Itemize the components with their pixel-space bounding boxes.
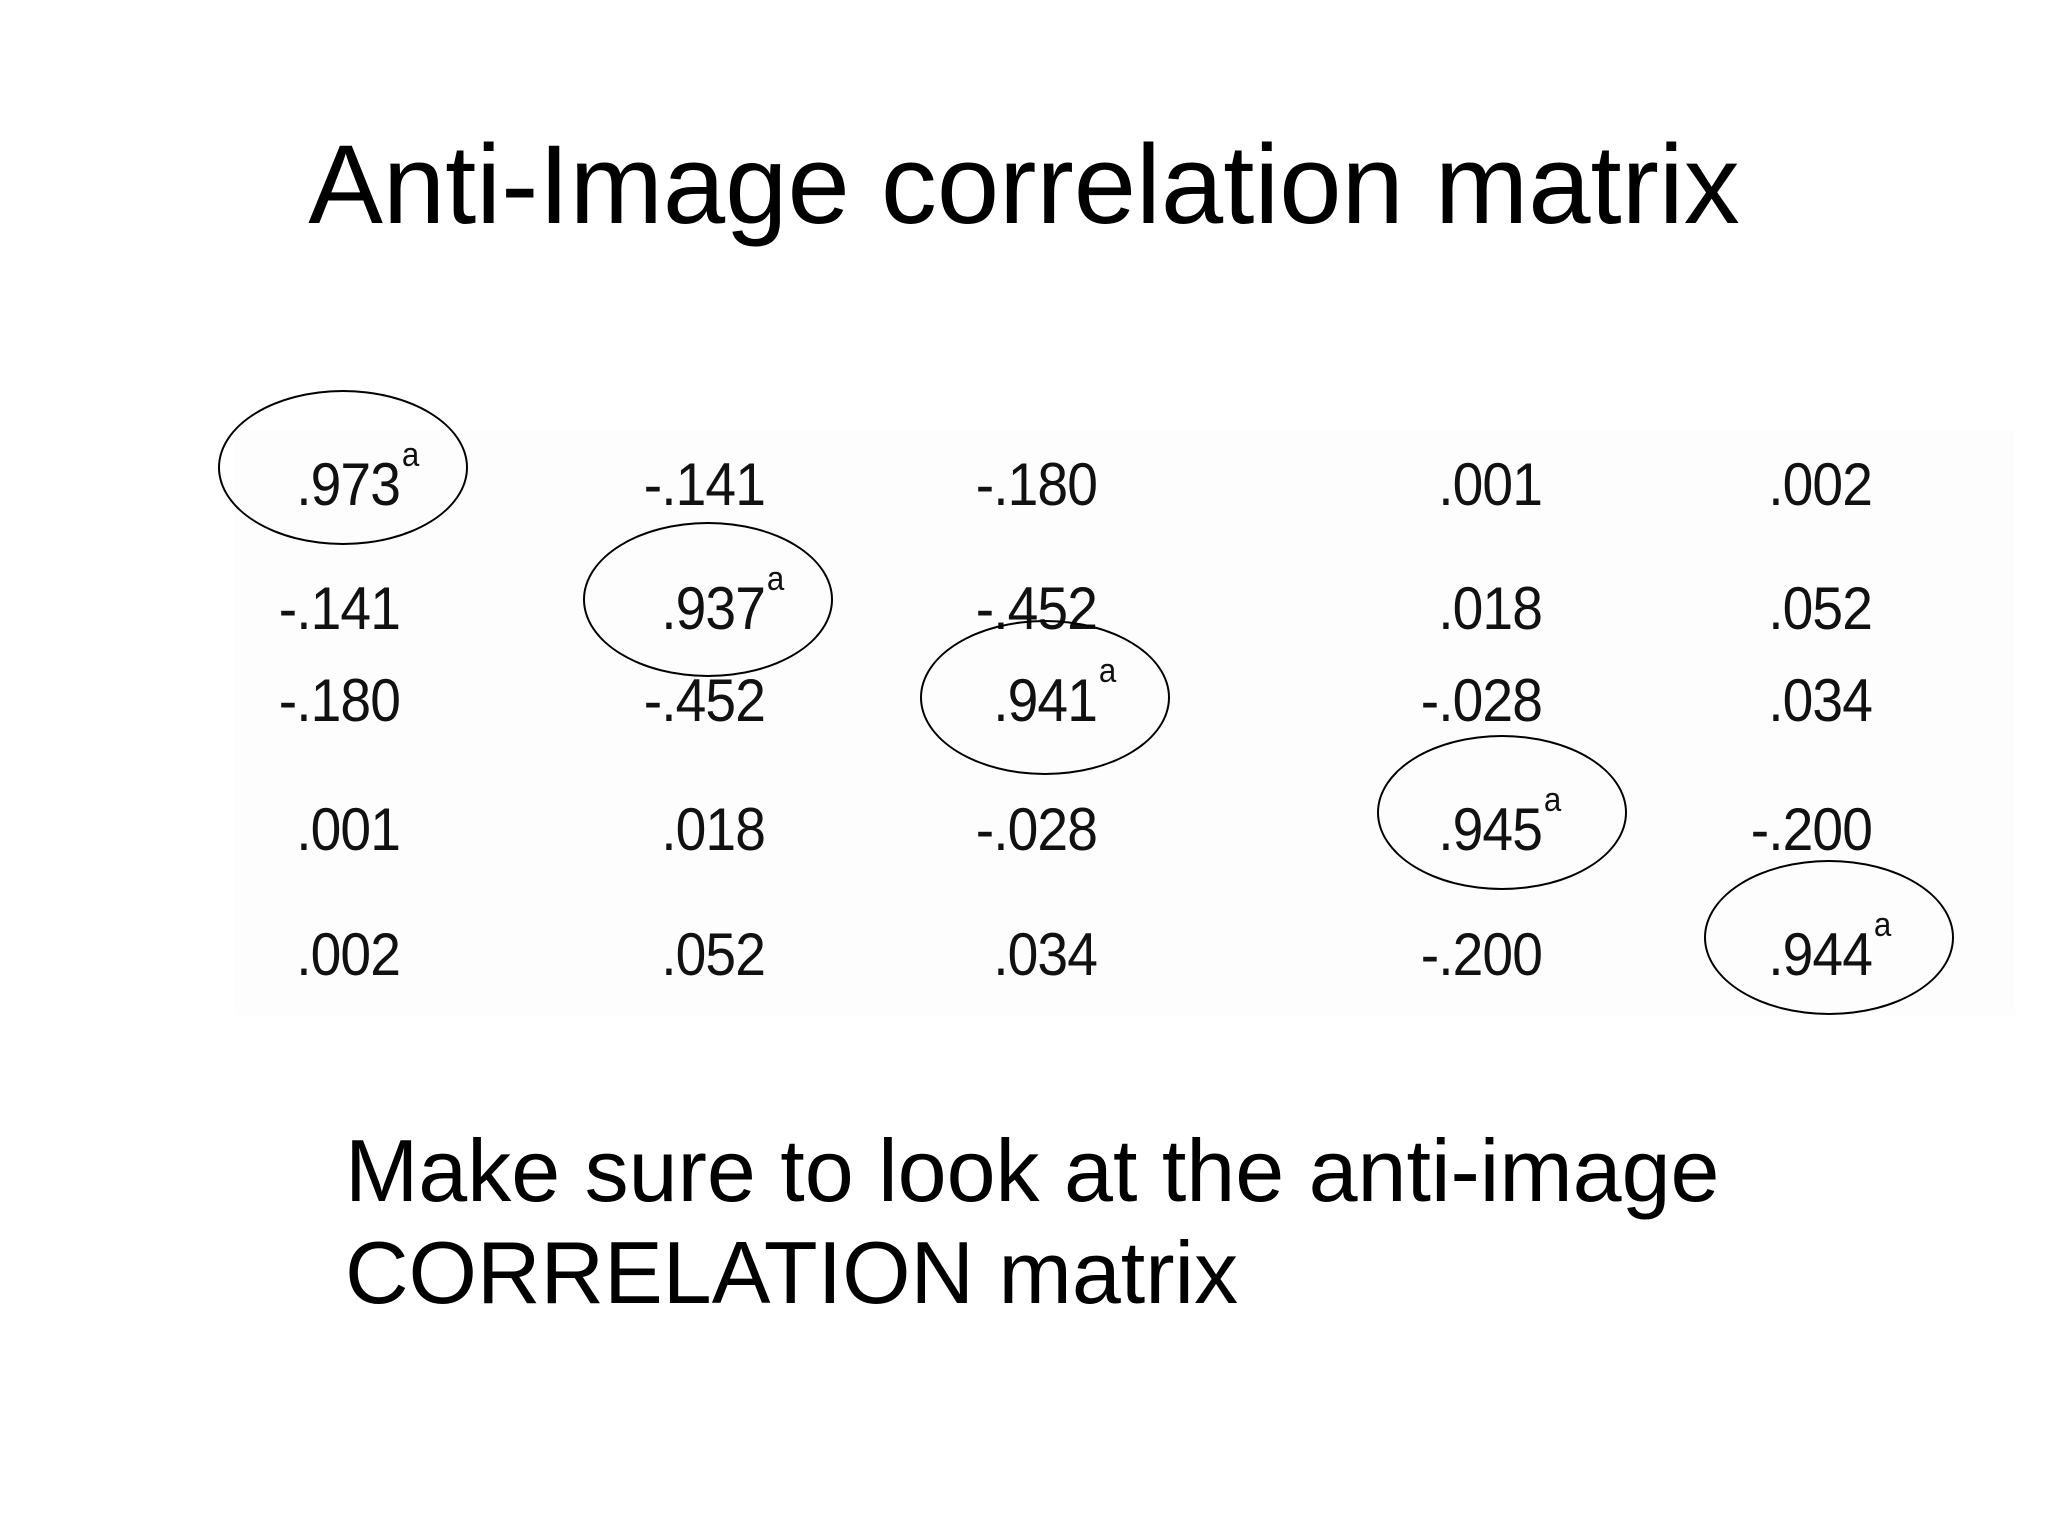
caption-line: Make sure to look at the anti-image [345, 1121, 1720, 1220]
matrix-cell-r4-c2: .018 [661, 796, 766, 863]
matrix-cell-r3-c4: -.028 [1420, 667, 1543, 734]
matrix-cell-r5-c1: .002 [296, 921, 401, 988]
matrix-cell-r1-c3: -.180 [975, 451, 1098, 518]
matrix-cell-r4-c3: -.028 [975, 796, 1098, 863]
diagonal-highlight-circle [920, 620, 1170, 775]
slide-caption: Make sure to look at the anti-image CORR… [345, 1120, 1719, 1324]
diagonal-highlight-circle [583, 522, 833, 677]
matrix-cell-r1-c2: -.141 [643, 451, 766, 518]
matrix-cell-r1-c5: .002 [1768, 451, 1873, 518]
matrix-cell-r2-c4: .018 [1438, 575, 1543, 642]
matrix-cell-r5-c4: -.200 [1420, 921, 1543, 988]
diagonal-highlight-circle [1704, 860, 1954, 1015]
matrix-cell-r5-c2: .052 [661, 921, 766, 988]
matrix-cell-r2-c1: -.141 [278, 575, 401, 642]
matrix-cell-r4-c5: -.200 [1750, 796, 1873, 863]
diagonal-highlight-circle [1377, 735, 1627, 890]
matrix-cell-r3-c1: -.180 [278, 667, 401, 734]
caption-line: CORRELATION matrix [345, 1223, 1239, 1322]
diagonal-highlight-circle [218, 390, 468, 545]
slide-title: Anti-Image correlation matrix [308, 122, 1740, 247]
matrix-cell-r4-c1: .001 [296, 796, 401, 863]
matrix-cell-r2-c5: .052 [1768, 575, 1873, 642]
matrix-cell-r1-c4: .001 [1438, 451, 1543, 518]
matrix-cell-r3-c5: .034 [1768, 667, 1873, 734]
matrix-cell-r5-c3: .034 [993, 921, 1098, 988]
matrix-cell-r3-c2: -.452 [643, 667, 766, 734]
